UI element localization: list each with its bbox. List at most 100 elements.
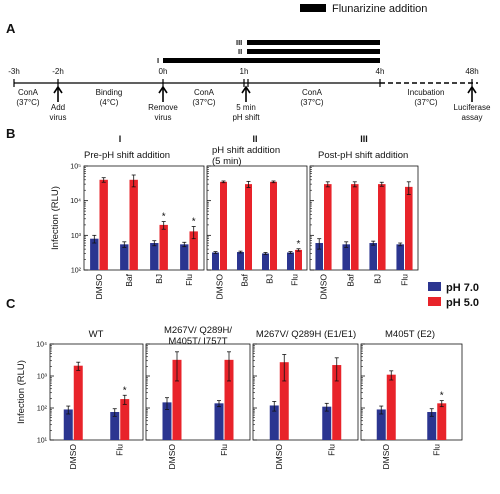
x-category-label: DMSO: [214, 274, 224, 300]
chart-title: M405T (E2): [385, 329, 435, 340]
panel-letter-a: A: [6, 21, 16, 36]
panel-roman-numeral: II: [252, 134, 257, 144]
legend-swatch-ph5: [428, 297, 441, 306]
step-label-2-bottom: (4°C): [100, 98, 119, 107]
step-label-3-bottom: (37°C): [192, 98, 216, 107]
bar-dmso-ph5: [73, 365, 83, 440]
bar-flu-ph7: [180, 244, 189, 270]
flunarizine-bar-ii: [247, 49, 380, 54]
up-arrow-icon: [53, 85, 63, 102]
x-category-label: Flu: [327, 444, 337, 456]
timeline-time-label: 4h: [376, 67, 385, 76]
bar-baf-ph7: [120, 244, 129, 270]
legend-label-ph5: pH 5.0: [446, 297, 479, 309]
x-category-label: DMSO: [381, 444, 391, 470]
bar-flu-ph7: [396, 244, 404, 270]
bar-flu-ph5: [295, 249, 302, 270]
bar-dmso-ph5: [99, 179, 108, 270]
y-tick-label: 10⁴: [70, 198, 81, 205]
bar-dmso-ph5: [324, 184, 332, 270]
bar-dmso-ph7: [269, 405, 279, 440]
chart-b-1: pH shift addition(5 min) II DMSO Baf BJ * Flu: [206, 134, 308, 300]
timeline-time-label: 1h: [240, 67, 249, 76]
plot-frame: [49, 343, 144, 441]
plot-frame: [83, 165, 205, 271]
up-arrow-icon: [467, 85, 477, 102]
arrow-label-remove-virus-2: virus: [155, 113, 172, 122]
y-tick-label: 10³: [71, 233, 82, 240]
bar-bj-ph7: [262, 253, 269, 270]
x-category-label: Baf: [124, 273, 134, 286]
timeline-time-label: 48h: [465, 67, 478, 76]
chart-c-3: 10¹ 10² 10³ 10⁴ Infection (RLU) WT DMSO * Flu: [16, 329, 144, 470]
significance-star: *: [123, 385, 127, 396]
bar-bj-ph5: [270, 181, 277, 270]
plot-frame: [309, 165, 419, 271]
bar-flu-ph7: [322, 406, 332, 440]
bar-dmso-ph7: [212, 252, 219, 270]
chart-title: WT: [89, 329, 104, 340]
bar-baf-ph5: [245, 184, 252, 270]
arrow-label-add-virus-1: Add: [51, 103, 65, 112]
bar-flu-ph7: [427, 411, 437, 440]
bar-dmso-ph7: [90, 238, 99, 270]
up-arrow-icon: [241, 85, 251, 102]
bar-mark-ii: II: [238, 47, 242, 56]
x-category-label: DMSO: [167, 444, 177, 470]
step-label-3-top: ConA: [194, 88, 215, 97]
arrow-label-luciferase-2: assay: [462, 113, 483, 122]
x-category-label: Flu: [432, 444, 442, 456]
significance-star: *: [192, 216, 196, 227]
bar-dmso-ph7: [162, 402, 172, 440]
bar-baf-ph5: [351, 184, 359, 270]
significance-star: *: [297, 239, 301, 250]
panel-letter-b: B: [6, 126, 15, 141]
y-tick-label: 10¹: [37, 438, 48, 445]
bar-flu-ph7: [287, 252, 294, 270]
step-label-5-bottom: (37°C): [414, 98, 438, 107]
charts: 10² 10³ 10⁴ 10⁵ Infection (RLU) Pre-pH shift …: [16, 134, 463, 470]
bar-flu-ph5: [120, 399, 130, 440]
x-category-label: DMSO: [68, 444, 78, 470]
bar-dmso-ph5: [386, 374, 396, 440]
y-axis-label: Infection (RLU): [50, 186, 61, 250]
bar-dmso-ph5: [220, 181, 227, 270]
panel-roman-numeral: I: [119, 134, 122, 144]
x-category-label: Baf: [239, 273, 249, 286]
y-tick-label: 10²: [37, 406, 48, 413]
plot-frame: [206, 165, 308, 271]
y-axis-label: Infection (RLU): [16, 360, 27, 424]
y-tick-label: 10⁵: [70, 164, 81, 171]
bar-dmso-ph7: [376, 409, 386, 440]
plot-frame: [360, 343, 463, 441]
bar-bj-ph7: [369, 243, 377, 270]
flunarizine-legend-label: Flunarizine addition: [332, 3, 427, 15]
legend-label-ph7: pH 7.0: [446, 282, 479, 294]
x-category-label: Flu: [289, 274, 299, 286]
chart-b-2: Post-pH shift addition III DMSO Baf BJ Flu: [309, 134, 419, 300]
step-label-1-bottom: (37°C): [16, 98, 40, 107]
bar-baf-ph5: [129, 179, 138, 270]
y-tick-label: 10³: [37, 374, 48, 381]
x-category-label: DMSO: [318, 274, 328, 300]
bar-bj-ph7: [150, 243, 159, 270]
chart-title: M267V/ Q289H/: [164, 325, 232, 336]
x-category-label: Flu: [219, 444, 229, 456]
chart-c-4: M267V/ Q289H/M405T/ I757T DMSO Flu: [145, 325, 251, 470]
x-category-label: BJ: [154, 274, 164, 284]
bar-dmso-ph5: [172, 359, 182, 440]
chart-c-6: M405T (E2) DMSO * Flu: [360, 329, 463, 470]
bar-bj-ph5: [159, 224, 168, 270]
x-category-label: Baf: [345, 273, 355, 286]
plot-frame: [145, 343, 251, 441]
arrow-label-add-virus-2: virus: [50, 113, 67, 122]
flunarizine-bar-i: [163, 58, 380, 63]
step-label-5-top: Incubation: [408, 88, 445, 97]
bar-dmso-ph7: [63, 409, 73, 440]
flunarizine-legend-swatch: [300, 4, 326, 12]
significance-star: *: [162, 212, 166, 223]
plot-frame: [252, 343, 359, 441]
bar-flu-ph5: [224, 359, 234, 440]
bar-flu-ph5: [189, 231, 198, 270]
